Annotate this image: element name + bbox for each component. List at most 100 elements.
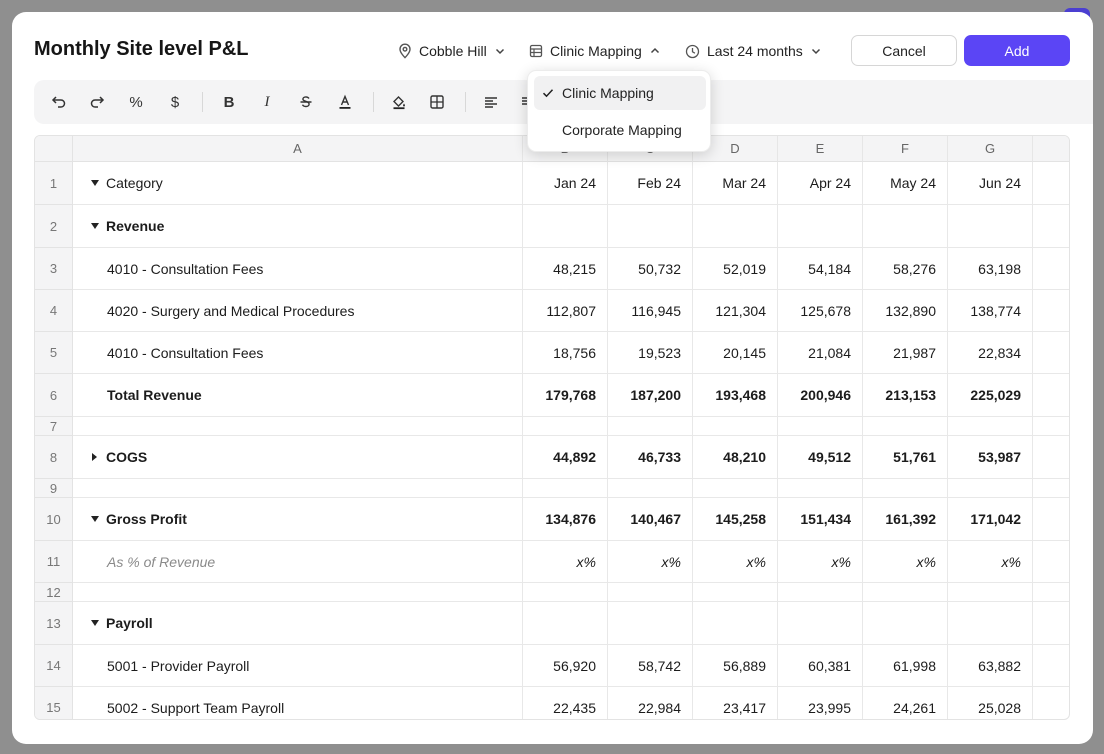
align-left-icon[interactable] (480, 91, 502, 113)
value-cell[interactable]: x% (523, 541, 608, 583)
value-cell[interactable]: 20,145 (693, 332, 778, 374)
row-label-cell[interactable]: As % of Revenue (73, 541, 523, 583)
value-cell[interactable]: x% (778, 541, 863, 583)
row-label-cell[interactable]: 5001 - Provider Payroll (73, 645, 523, 687)
value-cell[interactable] (1033, 541, 1069, 583)
text-color-icon[interactable] (334, 91, 356, 113)
value-cell[interactable] (778, 479, 863, 498)
row-number[interactable]: 13 (35, 602, 73, 645)
value-cell[interactable] (863, 417, 948, 436)
cancel-button[interactable]: Cancel (851, 35, 957, 66)
italic-icon[interactable]: I (264, 93, 270, 110)
value-cell[interactable]: 161,392 (863, 498, 948, 541)
value-cell[interactable]: 200,946 (778, 374, 863, 417)
value-cell[interactable]: x% (608, 541, 693, 583)
row-number[interactable]: 1 (35, 162, 73, 205)
value-cell[interactable]: 19,523 (608, 332, 693, 374)
value-cell[interactable]: 23,417 (693, 687, 778, 719)
value-cell[interactable] (608, 602, 693, 645)
caret-right-icon[interactable] (92, 453, 97, 461)
value-cell[interactable] (608, 479, 693, 498)
value-cell[interactable]: 63,198 (948, 248, 1033, 290)
value-cell[interactable]: 50,732 (608, 248, 693, 290)
value-cell[interactable] (523, 479, 608, 498)
value-cell[interactable]: 22,435 (523, 687, 608, 719)
dropdown-option-clinic-mapping[interactable]: Clinic Mapping (534, 76, 706, 110)
value-cell[interactable]: 23,995 (778, 687, 863, 719)
value-cell[interactable]: 54,184 (778, 248, 863, 290)
value-cell[interactable] (948, 602, 1033, 645)
value-cell[interactable]: 134,876 (523, 498, 608, 541)
value-cell[interactable]: x% (863, 541, 948, 583)
value-cell[interactable]: 56,920 (523, 645, 608, 687)
value-cell[interactable]: 6 (1033, 436, 1069, 479)
value-cell[interactable]: 6 (1033, 374, 1069, 417)
row-label-cell[interactable] (73, 583, 523, 602)
value-cell[interactable] (863, 583, 948, 602)
value-cell[interactable] (863, 602, 948, 645)
value-cell[interactable]: 52,019 (693, 248, 778, 290)
value-cell[interactable] (948, 417, 1033, 436)
value-cell[interactable]: 125,678 (778, 290, 863, 332)
row-number[interactable]: 12 (35, 583, 73, 602)
fill-color-icon[interactable] (388, 91, 410, 113)
column-header[interactable]: H (1033, 136, 1069, 162)
row-number[interactable]: 3 (35, 248, 73, 290)
value-cell[interactable] (778, 205, 863, 248)
dropdown-option-corporate-mapping[interactable]: Corporate Mapping (534, 113, 706, 147)
value-cell[interactable]: 48,210 (693, 436, 778, 479)
value-cell[interactable]: x% (948, 541, 1033, 583)
value-cell[interactable]: 51,761 (863, 436, 948, 479)
row-number[interactable]: 6 (35, 374, 73, 417)
row-number[interactable]: 2 (35, 205, 73, 248)
percent-icon[interactable]: % (129, 93, 143, 111)
value-cell[interactable]: 58,276 (863, 248, 948, 290)
value-cell[interactable] (778, 417, 863, 436)
value-cell[interactable]: Mar 24 (693, 162, 778, 205)
row-label-cell[interactable]: 4010 - Consultation Fees (73, 332, 523, 374)
column-header[interactable]: F (863, 136, 948, 162)
borders-icon[interactable] (426, 91, 448, 113)
column-header[interactable]: A (73, 136, 523, 162)
value-cell[interactable]: Jun 24 (948, 162, 1033, 205)
value-cell[interactable]: 121,304 (693, 290, 778, 332)
value-cell[interactable]: 21,084 (778, 332, 863, 374)
row-label-cell[interactable]: Revenue (73, 205, 523, 248)
value-cell[interactable] (1033, 602, 1069, 645)
value-cell[interactable]: 44,892 (523, 436, 608, 479)
value-cell[interactable] (523, 417, 608, 436)
row-label-cell[interactable] (73, 479, 523, 498)
add-button[interactable]: Add (964, 35, 1070, 66)
value-cell[interactable]: 138,774 (948, 290, 1033, 332)
value-cell[interactable] (608, 205, 693, 248)
value-cell[interactable]: 18,756 (523, 332, 608, 374)
value-cell[interactable] (948, 583, 1033, 602)
bold-icon[interactable]: B (223, 93, 235, 111)
row-label-cell[interactable]: 5002 - Support Team Payroll (73, 687, 523, 719)
row-number[interactable]: 8 (35, 436, 73, 479)
value-cell[interactable] (693, 417, 778, 436)
value-cell[interactable]: 6 (1033, 687, 1069, 719)
value-cell[interactable]: 53,987 (948, 436, 1033, 479)
strikethrough-icon[interactable] (295, 91, 317, 113)
value-cell[interactable]: 22,984 (608, 687, 693, 719)
value-cell[interactable]: May 24 (863, 162, 948, 205)
value-cell[interactable]: J (1033, 162, 1069, 205)
dollar-icon[interactable]: $ (170, 93, 180, 111)
value-cell[interactable]: 6 (1033, 248, 1069, 290)
value-cell[interactable]: Jan 24 (523, 162, 608, 205)
value-cell[interactable] (608, 583, 693, 602)
value-cell[interactable] (863, 479, 948, 498)
value-cell[interactable] (863, 205, 948, 248)
value-cell[interactable]: 213,153 (863, 374, 948, 417)
value-cell[interactable]: Apr 24 (778, 162, 863, 205)
value-cell[interactable]: 22,834 (948, 332, 1033, 374)
caret-down-icon[interactable] (91, 223, 99, 229)
location-filter[interactable]: Cobble Hill (398, 40, 506, 62)
value-cell[interactable]: 56,889 (693, 645, 778, 687)
value-cell[interactable] (523, 602, 608, 645)
value-cell[interactable] (1033, 205, 1069, 248)
row-label-cell[interactable]: Gross Profit (73, 498, 523, 541)
value-cell[interactable] (1033, 479, 1069, 498)
value-cell[interactable]: 171,042 (948, 498, 1033, 541)
